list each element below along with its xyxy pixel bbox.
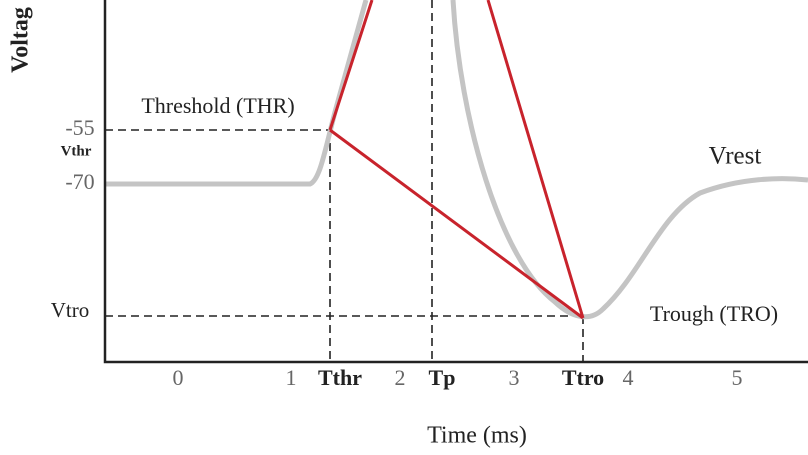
- y-label: Vtro: [51, 298, 90, 322]
- x-label: Tthr: [318, 365, 362, 390]
- voltage-curve-fall: [450, 0, 808, 320]
- x-label: 1: [286, 365, 297, 390]
- axes: [103, 0, 808, 364]
- y-axis-label: Voltag: [8, 7, 34, 73]
- x-label: 4: [623, 365, 634, 390]
- y-label: -55: [65, 115, 94, 140]
- x-label: 5: [732, 365, 743, 390]
- annotation: Threshold (THR): [141, 93, 294, 118]
- x-axis-label: Time (ms): [427, 423, 527, 449]
- x-label: 3: [509, 365, 520, 390]
- x-label: 0: [173, 365, 184, 390]
- annotation: Vrest: [709, 143, 762, 170]
- annotation: Trough (TRO): [650, 301, 778, 326]
- x-label: Tp: [429, 365, 456, 390]
- y-label: -70: [65, 169, 94, 194]
- x-label: 2: [395, 365, 406, 390]
- red-lines: [328, 0, 585, 320]
- y-label: Vthr: [61, 143, 92, 159]
- guide-lines: [105, 0, 584, 362]
- voltage-curve-rise: [105, 0, 369, 187]
- x-label: Ttro: [562, 365, 604, 390]
